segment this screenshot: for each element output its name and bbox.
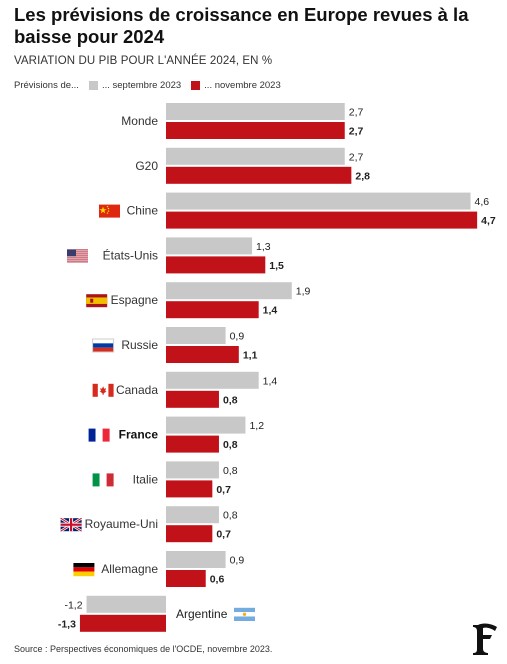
value-label-november: 1,5 xyxy=(269,260,284,272)
usa-flag-icon xyxy=(67,249,88,263)
value-label-september: 2,7 xyxy=(349,151,364,163)
bar-september xyxy=(166,282,292,300)
germany-flag-icon xyxy=(73,563,95,577)
category-label: Allemagne xyxy=(101,562,158,576)
le-figaro-logo-icon xyxy=(473,623,497,655)
value-label-september: 0,9 xyxy=(230,555,245,567)
value-label-november: 2,8 xyxy=(355,170,370,182)
value-label-november: 0,7 xyxy=(216,529,231,541)
legend: Prévisions de... ... septembre 2023 ... … xyxy=(14,80,281,91)
value-label-november: 0,8 xyxy=(223,394,238,406)
bar-september xyxy=(166,327,226,344)
argentina-flag-icon xyxy=(234,607,255,621)
bar-november xyxy=(166,122,345,139)
category-label: Chine xyxy=(127,204,159,218)
category-label: Espagne xyxy=(111,293,159,307)
value-label-september: 1,9 xyxy=(296,286,311,298)
bar-september xyxy=(166,371,259,389)
bar-november xyxy=(166,435,219,453)
canada-flag-icon xyxy=(92,383,114,397)
bar-september xyxy=(166,237,253,255)
value-label-september: 2,7 xyxy=(349,107,364,119)
bar-november xyxy=(166,301,259,319)
category-label: G20 xyxy=(135,159,158,173)
bar-november xyxy=(166,390,219,408)
bar-september xyxy=(166,103,345,120)
chart-title: Les prévisions de croissance en Europe r… xyxy=(14,4,469,47)
value-label-november: 1,1 xyxy=(243,350,258,362)
value-label-september: 1,2 xyxy=(249,420,264,432)
value-label-november: 0,8 xyxy=(223,439,238,451)
bar-november xyxy=(166,570,206,587)
bar-september xyxy=(166,551,226,568)
category-label: Argentine xyxy=(176,607,228,621)
bar-november xyxy=(166,346,239,363)
value-label-november: 1,4 xyxy=(263,305,278,317)
value-label-september: -1,2 xyxy=(64,599,82,611)
category-label: Monde xyxy=(121,114,158,128)
value-label-september: 0,8 xyxy=(223,510,238,522)
value-label-november: 0,6 xyxy=(210,574,225,586)
bar-november xyxy=(166,525,213,543)
chart-subtitle: VARIATION DU PIB POUR L'ANNÉE 2024, EN % xyxy=(14,55,273,67)
category-label: France xyxy=(119,428,159,442)
russia-flag-icon xyxy=(92,338,115,353)
legend-label-november: ... novembre 2023 xyxy=(204,80,281,91)
value-label-september: 1,4 xyxy=(263,375,278,387)
italy-flag-icon xyxy=(92,473,114,487)
legend-label-september: ... septembre 2023 xyxy=(101,80,182,91)
bar-september xyxy=(166,506,219,524)
bar-september xyxy=(166,416,246,434)
value-label-september: 1,3 xyxy=(256,241,271,253)
bar-november xyxy=(79,614,166,632)
value-label-september: 0,8 xyxy=(223,465,238,477)
bar-september xyxy=(166,461,219,479)
category-label: Royaume-Uni xyxy=(85,517,158,531)
legend-swatch-november xyxy=(191,81,201,90)
value-label-september: 4,6 xyxy=(475,196,490,208)
legend-swatch-september xyxy=(88,81,98,90)
bar-september xyxy=(166,147,345,165)
bar-november xyxy=(166,480,213,498)
source-note: Source : Perspectives économiques de l'O… xyxy=(14,644,273,654)
bar-september xyxy=(86,595,166,613)
category-label: États-Unis xyxy=(103,247,158,262)
value-label-november: -1,3 xyxy=(58,618,76,630)
category-label: Russie xyxy=(121,338,158,352)
france-flag-icon xyxy=(88,428,110,442)
bar-september xyxy=(166,192,471,210)
category-label: Italie xyxy=(133,472,159,486)
category-label: Canada xyxy=(116,383,158,397)
bar-november xyxy=(166,166,352,184)
spain-flag-icon xyxy=(86,294,108,308)
value-label-november: 2,7 xyxy=(349,126,364,138)
value-label-november: 4,7 xyxy=(481,215,496,227)
value-label-november: 0,7 xyxy=(216,484,231,496)
uk-flag-icon xyxy=(59,517,83,533)
bar-november xyxy=(166,211,478,229)
legend-prefix: Prévisions de... xyxy=(14,80,79,91)
bar-november xyxy=(166,256,266,274)
value-label-september: 0,9 xyxy=(230,331,245,343)
china-flag-icon xyxy=(99,204,120,218)
